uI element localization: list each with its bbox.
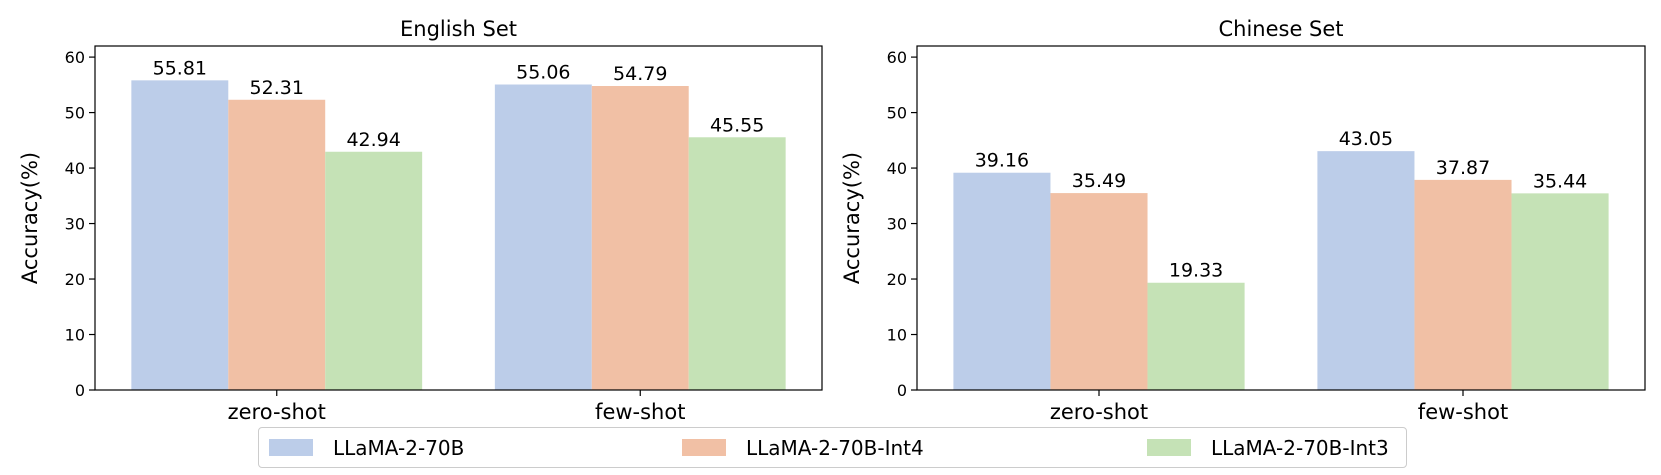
bar-few-shot-llama-2-70b-int3: [688, 137, 786, 390]
y-tick-label: 60: [887, 48, 907, 67]
legend-label: LLaMA-2-70B-Int4: [746, 435, 924, 460]
y-tick-label: 50: [887, 104, 907, 123]
data-label: 39.16: [975, 150, 1029, 172]
bar-zero-shot-llama-2-70b-int3: [1147, 282, 1245, 390]
bar-few-shot-llama-2-70b: [494, 84, 592, 391]
data-label: 42.94: [346, 129, 400, 151]
bar-zero-shot-llama-2-70b: [953, 172, 1051, 390]
x-tick-label-few-shot: few-shot: [1418, 400, 1508, 424]
y-tick-label: 20: [65, 270, 85, 289]
axes-frame: [916, 45, 1646, 391]
y-axis-label: Accuracy(%): [18, 152, 42, 284]
axes-frame: [94, 45, 823, 391]
y-tick-label: 0: [897, 381, 907, 400]
x-tick-label-few-shot: few-shot: [595, 400, 685, 424]
data-label: 52.31: [250, 77, 304, 99]
legend-label: LLaMA-2-70B-Int3: [1211, 435, 1389, 460]
data-label: 19.33: [1169, 260, 1223, 282]
bar-few-shot-llama-2-70b-int4: [1414, 179, 1512, 390]
bar-few-shot-llama-2-70b-int3: [1511, 193, 1609, 390]
legend-swatch: [682, 439, 726, 456]
data-label: 37.87: [1436, 157, 1490, 179]
bar-zero-shot-llama-2-70b-int4: [1050, 193, 1148, 390]
legend-item-llama-2-70b: LLaMA-2-70B: [269, 428, 464, 467]
legend-swatch: [269, 439, 313, 456]
x-tick-label-zero-shot: zero-shot: [1050, 400, 1148, 424]
data-label: 45.55: [710, 114, 764, 136]
y-tick-label: 0: [75, 381, 85, 400]
bar-zero-shot-llama-2-70b-int3: [325, 151, 423, 390]
y-axis-label: Accuracy(%): [840, 152, 864, 284]
chart-english-set: 55.81 55.06 52.31 54.79 42.94 45.55 0 10 20 30 40 5…: [18, 17, 823, 424]
legend-item-llama-2-70b-int3: LLaMA-2-70B-Int3: [1147, 428, 1389, 467]
data-label: 35.44: [1533, 170, 1587, 192]
y-tick-label: 30: [887, 215, 907, 234]
legend-item-llama-2-70b-int4: LLaMA-2-70B-Int4: [682, 428, 924, 467]
y-tick-label: 10: [65, 326, 85, 345]
data-label: 55.06: [516, 62, 570, 84]
bar-few-shot-llama-2-70b-int4: [591, 86, 689, 390]
bar-zero-shot-llama-2-70b: [131, 80, 229, 390]
data-label: 35.49: [1072, 170, 1126, 192]
legend: LLaMA-2-70B LLaMA-2-70B-Int4 LLaMA-2-70B…: [258, 427, 1407, 468]
y-tick-label: 10: [887, 326, 907, 345]
data-label: 54.79: [613, 63, 667, 85]
y-tick-label: 50: [65, 104, 85, 123]
bar-few-shot-llama-2-70b: [1317, 151, 1415, 390]
y-tick-label: 60: [65, 48, 85, 67]
bar-zero-shot-llama-2-70b-int4: [228, 99, 326, 391]
data-label: 43.05: [1339, 128, 1393, 150]
legend-swatch: [1147, 439, 1191, 456]
data-label: 55.81: [153, 57, 207, 79]
chart-title: Chinese Set: [1218, 17, 1343, 41]
y-tick-label: 40: [887, 159, 907, 178]
y-tick-label: 20: [887, 270, 907, 289]
y-tick-label: 40: [65, 159, 85, 178]
legend-label: LLaMA-2-70B: [333, 435, 465, 460]
chart-title: English Set: [400, 17, 517, 41]
chart-chinese-set: 39.16 43.05 35.49 37.87 19.33 35.44 0 10 20 30 40 5…: [840, 17, 1646, 424]
x-tick-label-zero-shot: zero-shot: [228, 400, 326, 424]
y-tick-label: 30: [65, 215, 85, 234]
